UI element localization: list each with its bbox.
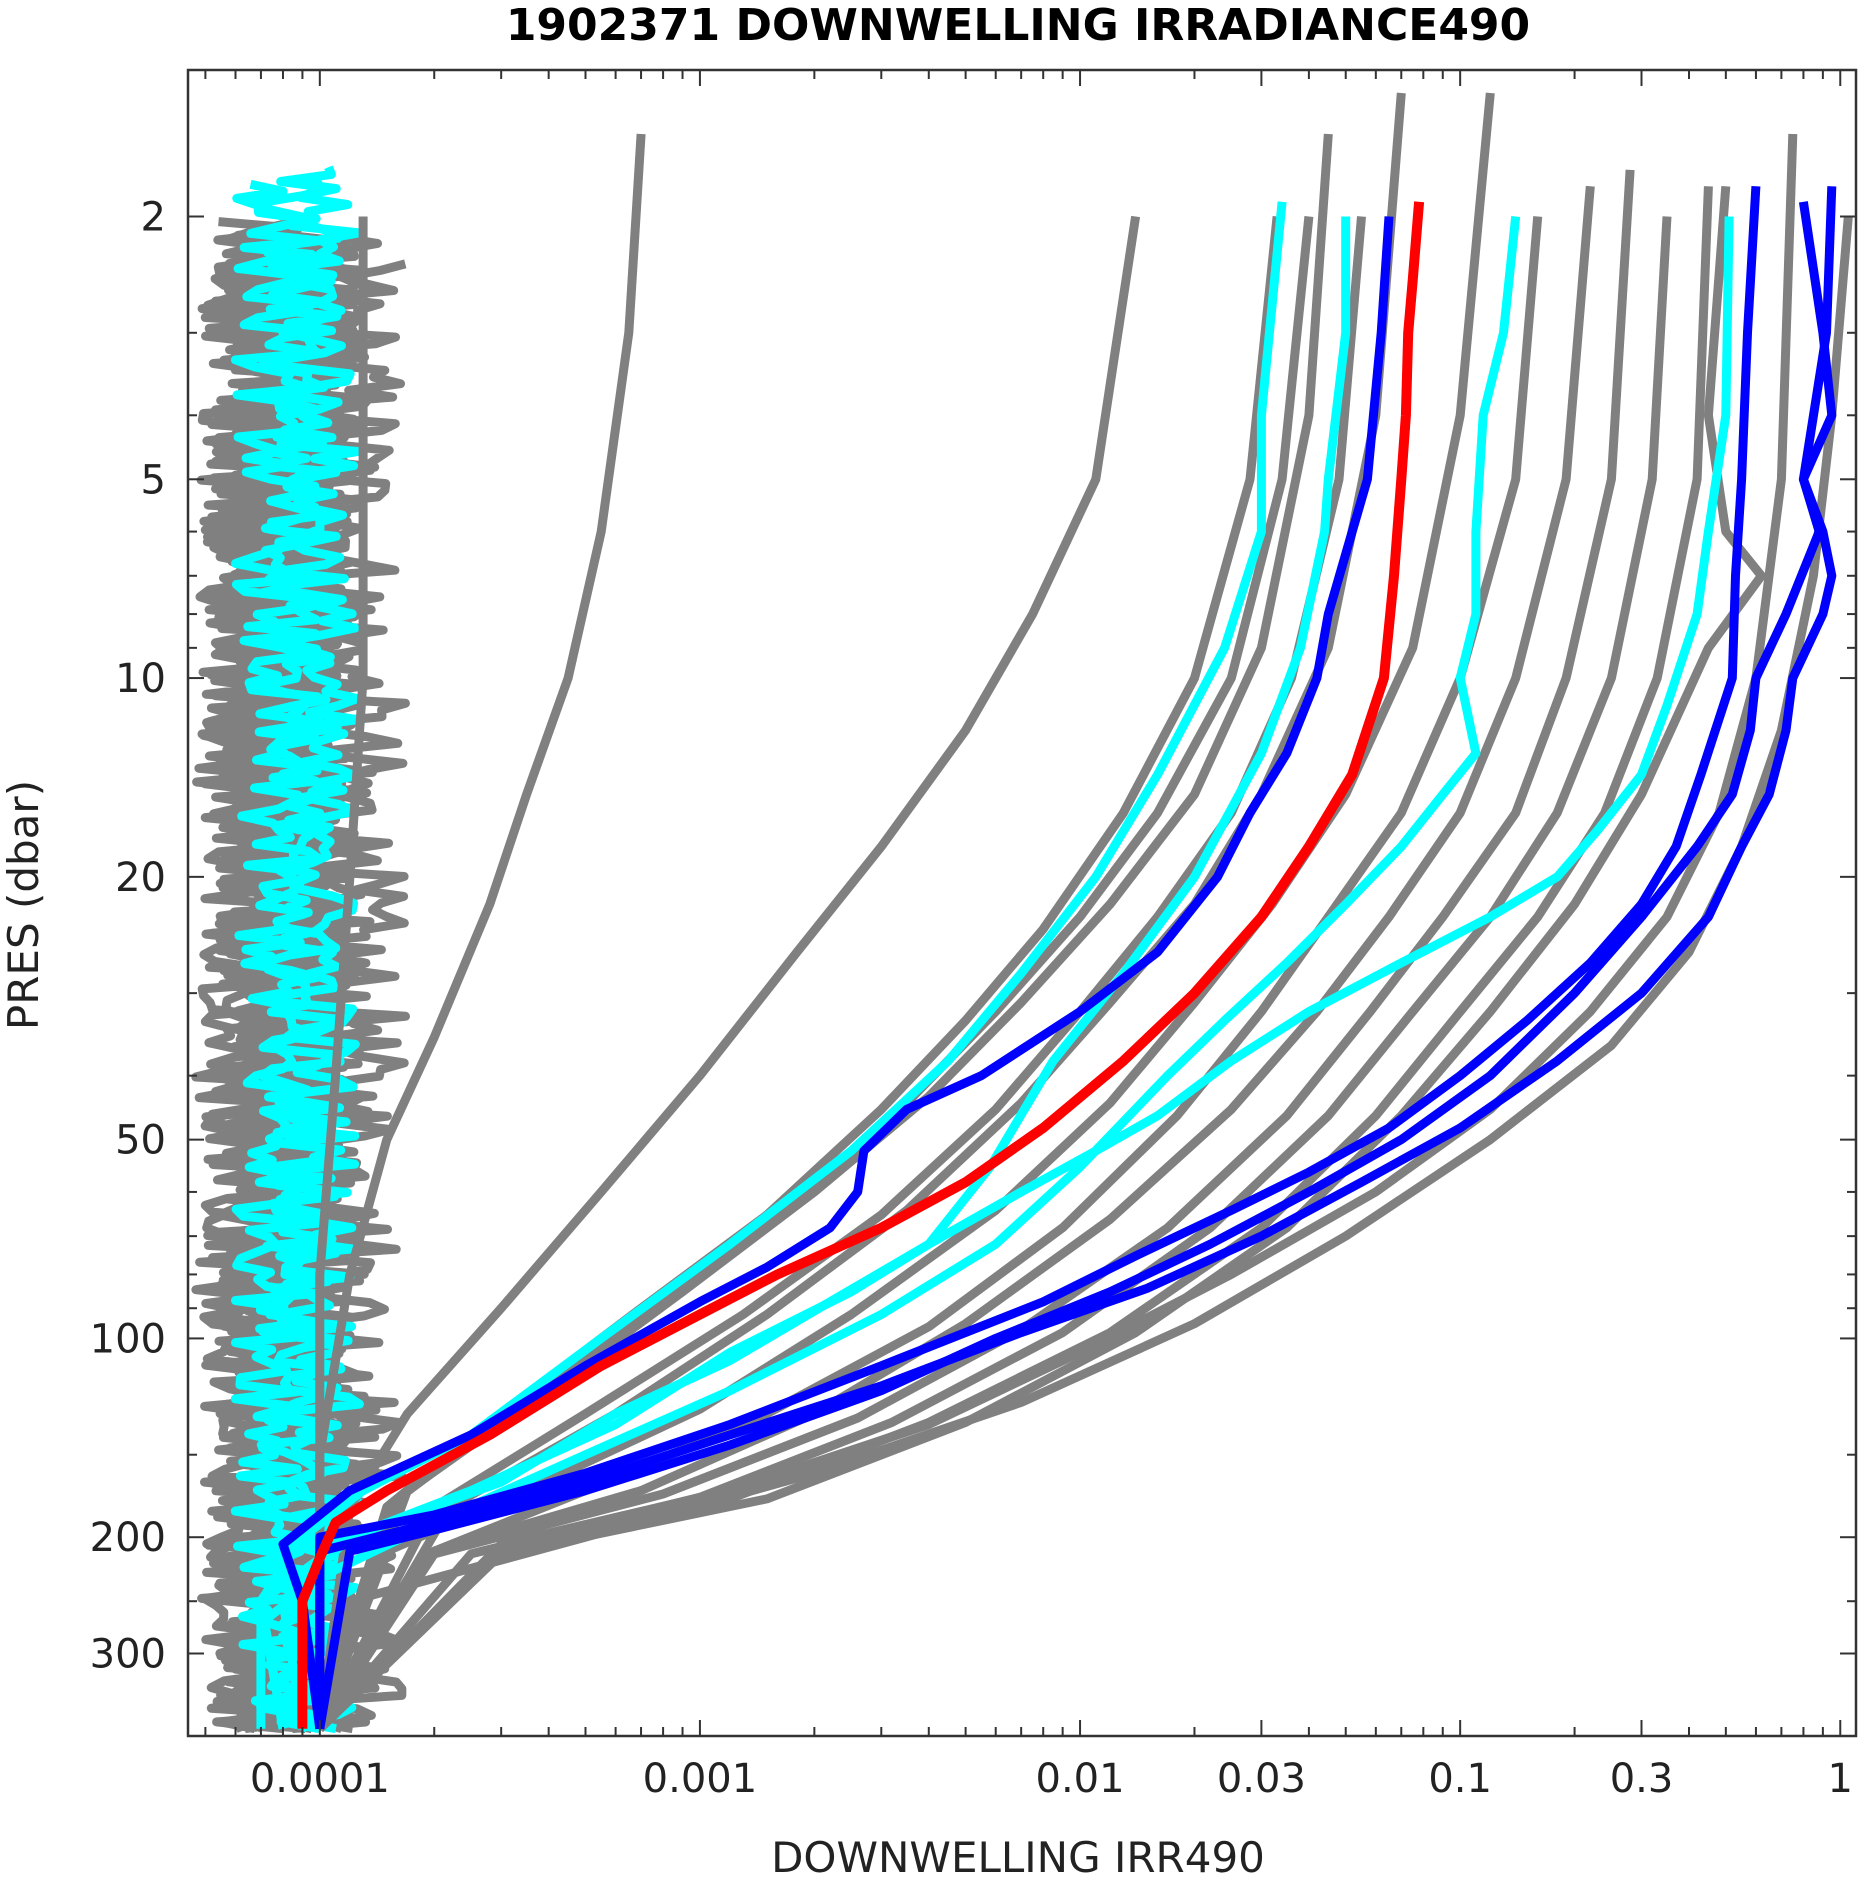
profile-line-gray bbox=[315, 215, 1141, 1730]
profile-line-cyan bbox=[256, 216, 1351, 1730]
x-tick-label: 0.001 bbox=[643, 1756, 758, 1802]
profile-line-blue bbox=[315, 186, 1837, 1730]
chart-title: 1902371 DOWNWELLING IRRADIANCE490 bbox=[506, 0, 1530, 51]
x-tick-label: 1 bbox=[1828, 1756, 1853, 1802]
profile-line-blue bbox=[315, 201, 1837, 1729]
plot-frame bbox=[186, 68, 1858, 1738]
x-tick-label: 0.01 bbox=[1036, 1756, 1125, 1802]
y-axis-label: PRES (dbar) bbox=[0, 780, 48, 1030]
x-tick-label: 0.03 bbox=[1217, 1756, 1306, 1802]
series-layer bbox=[191, 92, 1853, 1734]
noise-profile-line-gray bbox=[223, 252, 352, 1734]
profile-line-gray bbox=[316, 185, 1595, 1732]
profile-line-blue bbox=[278, 216, 1394, 1730]
profile-line-cyan bbox=[256, 201, 1287, 1730]
profile-line-cyan bbox=[278, 216, 1734, 1730]
x-tick-label: 0.1 bbox=[1428, 1756, 1492, 1802]
x-tick-label: 0.3 bbox=[1610, 1756, 1674, 1802]
profile-line-gray bbox=[315, 216, 1853, 1730]
y-tick-label: 10 bbox=[115, 656, 166, 702]
y-tick-label: 100 bbox=[90, 1316, 166, 1362]
x-axis-label: DOWNWELLING IRR490 bbox=[771, 1833, 1265, 1881]
profile-line-gray bbox=[315, 133, 646, 1729]
x-tick-label: 0.0001 bbox=[250, 1756, 390, 1802]
profile-line-red bbox=[297, 201, 1425, 1729]
y-tick-label: 20 bbox=[115, 855, 166, 901]
profile-line-blue bbox=[315, 186, 1761, 1729]
y-tick-label: 5 bbox=[141, 457, 166, 503]
profile-line-gray bbox=[316, 169, 1635, 1732]
y-tick-label: 2 bbox=[141, 194, 166, 240]
y-tick-label: 200 bbox=[90, 1515, 166, 1561]
profile-line-cyan bbox=[256, 216, 1521, 1729]
y-tick-label: 300 bbox=[90, 1631, 166, 1677]
y-tick-label: 50 bbox=[115, 1118, 166, 1164]
tick-layer: 2 5 10 20 50 100 200 300 0.0001 0.001 0.01 0.03 0.1 0… bbox=[90, 70, 1856, 1802]
